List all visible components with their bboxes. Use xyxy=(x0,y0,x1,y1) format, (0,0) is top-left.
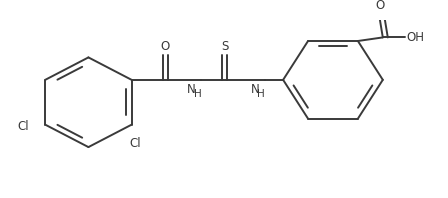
Text: H: H xyxy=(194,89,201,99)
Text: Cl: Cl xyxy=(17,120,29,133)
Text: N: N xyxy=(187,83,196,95)
Text: O: O xyxy=(375,0,384,12)
Text: OH: OH xyxy=(407,31,425,44)
Text: O: O xyxy=(161,40,170,53)
Text: S: S xyxy=(222,40,229,53)
Text: H: H xyxy=(257,89,265,99)
Text: N: N xyxy=(251,83,259,95)
Text: Cl: Cl xyxy=(130,137,142,150)
